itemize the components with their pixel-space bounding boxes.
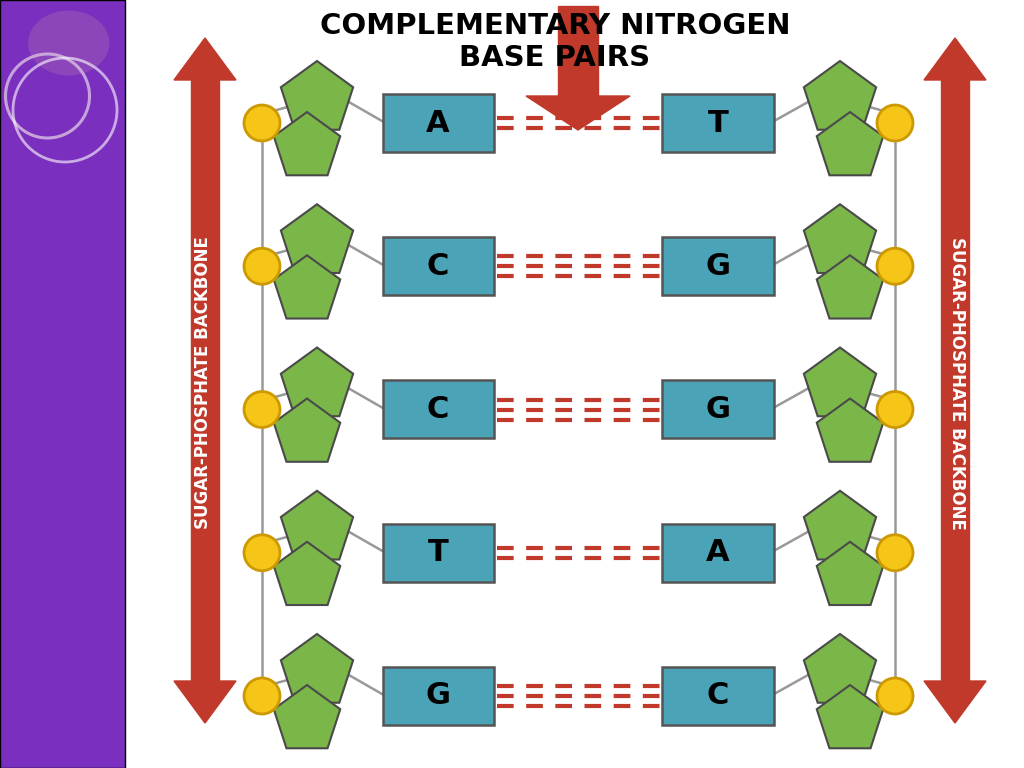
Polygon shape xyxy=(273,541,340,605)
Text: SUGAR-PHOSPHATE BACKBONE: SUGAR-PHOSPHATE BACKBONE xyxy=(194,237,212,529)
Polygon shape xyxy=(174,681,236,723)
FancyBboxPatch shape xyxy=(941,80,969,681)
FancyBboxPatch shape xyxy=(383,237,494,295)
Polygon shape xyxy=(281,347,353,416)
Text: SUGAR-PHOSPHATE BACKBONE: SUGAR-PHOSPHATE BACKBONE xyxy=(948,237,966,529)
Polygon shape xyxy=(281,204,353,273)
Polygon shape xyxy=(281,491,353,560)
Polygon shape xyxy=(174,38,236,80)
Text: C: C xyxy=(427,252,450,281)
Circle shape xyxy=(244,535,280,571)
Polygon shape xyxy=(817,255,884,319)
FancyBboxPatch shape xyxy=(383,524,494,581)
Text: G: G xyxy=(706,395,730,424)
Polygon shape xyxy=(526,96,630,130)
FancyBboxPatch shape xyxy=(663,380,773,439)
Text: BASE PAIRS: BASE PAIRS xyxy=(460,44,650,72)
FancyBboxPatch shape xyxy=(663,237,773,295)
Circle shape xyxy=(244,105,280,141)
Circle shape xyxy=(244,678,280,714)
Polygon shape xyxy=(804,347,877,416)
Ellipse shape xyxy=(28,11,110,75)
Polygon shape xyxy=(817,399,884,462)
Polygon shape xyxy=(804,491,877,560)
Circle shape xyxy=(877,248,913,284)
Polygon shape xyxy=(924,681,986,723)
FancyBboxPatch shape xyxy=(191,80,219,681)
Circle shape xyxy=(877,105,913,141)
FancyBboxPatch shape xyxy=(0,0,125,768)
Text: T: T xyxy=(708,108,728,137)
Polygon shape xyxy=(924,38,986,80)
Polygon shape xyxy=(281,634,353,703)
Polygon shape xyxy=(817,112,884,175)
FancyBboxPatch shape xyxy=(383,94,494,152)
Circle shape xyxy=(244,248,280,284)
Text: G: G xyxy=(706,252,730,281)
Text: T: T xyxy=(428,538,449,568)
Circle shape xyxy=(877,535,913,571)
FancyBboxPatch shape xyxy=(383,380,494,439)
Text: A: A xyxy=(707,538,730,568)
FancyBboxPatch shape xyxy=(663,94,773,152)
Text: A: A xyxy=(426,108,450,137)
Circle shape xyxy=(244,392,280,428)
Polygon shape xyxy=(804,61,877,130)
Text: C: C xyxy=(427,395,450,424)
Polygon shape xyxy=(273,112,340,175)
Circle shape xyxy=(877,678,913,714)
Polygon shape xyxy=(817,541,884,605)
Polygon shape xyxy=(273,685,340,748)
Circle shape xyxy=(877,392,913,428)
Text: G: G xyxy=(426,681,451,710)
FancyBboxPatch shape xyxy=(558,6,598,96)
FancyBboxPatch shape xyxy=(663,667,773,725)
Polygon shape xyxy=(273,399,340,462)
Polygon shape xyxy=(281,61,353,130)
Polygon shape xyxy=(804,634,877,703)
Text: C: C xyxy=(707,681,729,710)
Polygon shape xyxy=(273,255,340,319)
Polygon shape xyxy=(817,685,884,748)
Text: COMPLEMENTARY NITROGEN: COMPLEMENTARY NITROGEN xyxy=(319,12,791,40)
FancyBboxPatch shape xyxy=(663,524,773,581)
Polygon shape xyxy=(804,204,877,273)
FancyBboxPatch shape xyxy=(383,667,494,725)
